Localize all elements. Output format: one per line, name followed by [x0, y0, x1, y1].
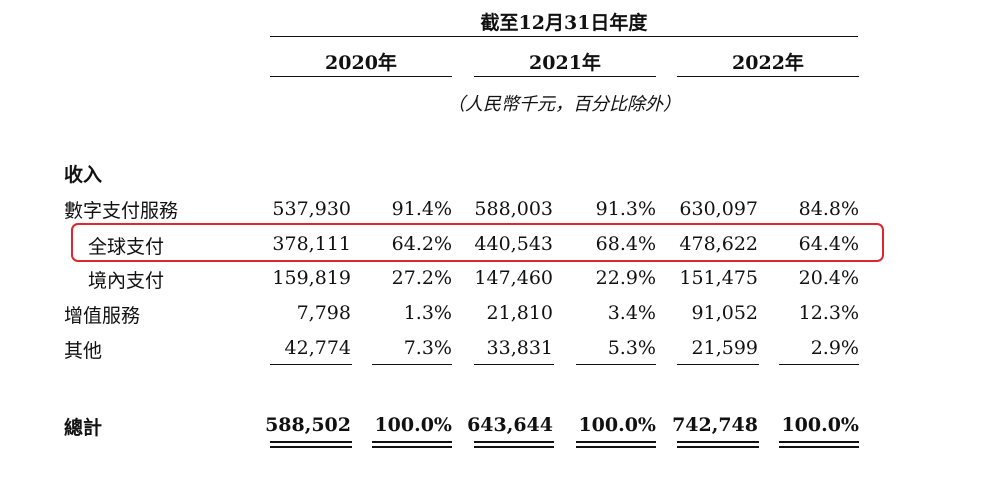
total-double-rule — [372, 446, 452, 448]
cell-amount-2022: 478,622 — [679, 233, 758, 255]
cell-pct-2020: 7.3% — [403, 337, 452, 359]
total-double-rule — [576, 446, 656, 448]
subtotal-rule — [779, 364, 859, 365]
row-label-domestic-payment: 境內支付 — [88, 270, 165, 292]
year-rule-2022 — [677, 76, 859, 77]
subtotal-rule — [576, 364, 656, 365]
cell-pct-2022: 12.3% — [798, 302, 859, 324]
cell-amount-2020: 42,774 — [284, 337, 351, 359]
subtotal-rule — [474, 364, 554, 365]
year-header-2022: 2022年 — [732, 52, 804, 74]
total-double-rule — [677, 441, 759, 443]
total-label: 總計 — [64, 417, 103, 439]
total-pct-2021: 100.0% — [578, 414, 656, 436]
total-pct-2022: 100.0% — [781, 414, 859, 436]
subtotal-rule — [270, 364, 352, 365]
cell-amount-2020: 7,798 — [296, 302, 351, 324]
cell-pct-2021: 91.3% — [595, 198, 656, 220]
section-title-revenue: 收入 — [64, 164, 103, 186]
total-double-rule — [474, 446, 554, 448]
cell-amount-2020: 378,111 — [272, 233, 351, 255]
year-rule-2021 — [474, 76, 656, 77]
cell-amount-2021: 21,810 — [486, 302, 553, 324]
cell-amount-2021: 147,460 — [474, 267, 553, 289]
units-note: （人民幣千元，百分比除外） — [447, 94, 681, 115]
cell-pct-2020: 27.2% — [391, 267, 452, 289]
total-amount-2021: 643,644 — [467, 414, 553, 436]
total-amount-2020: 588,502 — [265, 414, 351, 436]
total-double-rule — [474, 441, 554, 443]
row-label-value-added: 增值服務 — [64, 305, 141, 327]
cell-pct-2022: 2.9% — [810, 337, 859, 359]
cell-pct-2021: 5.3% — [607, 337, 656, 359]
year-header-2020: 2020年 — [325, 52, 397, 74]
cell-pct-2021: 68.4% — [595, 233, 656, 255]
cell-pct-2021: 3.4% — [607, 302, 656, 324]
cell-amount-2022: 21,599 — [691, 337, 758, 359]
period-title: 截至12月31日年度 — [480, 12, 648, 34]
total-amount-2022: 742,748 — [672, 414, 758, 436]
cell-pct-2022: 20.4% — [798, 267, 859, 289]
total-double-rule — [779, 446, 859, 448]
cell-amount-2022: 630,097 — [679, 198, 758, 220]
cell-amount-2021: 33,831 — [486, 337, 553, 359]
total-double-rule — [677, 446, 759, 448]
total-double-rule — [270, 446, 352, 448]
row-label-global-payment: 全球支付 — [88, 236, 165, 258]
period-title-rule — [270, 36, 858, 37]
total-double-rule — [779, 441, 859, 443]
cell-pct-2020: 1.3% — [403, 302, 452, 324]
subtotal-rule — [372, 364, 452, 365]
row-label-other: 其他 — [64, 340, 103, 362]
cell-amount-2021: 588,003 — [474, 198, 553, 220]
total-pct-2020: 100.0% — [374, 414, 452, 436]
total-double-rule — [576, 441, 656, 443]
cell-amount-2021: 440,543 — [474, 233, 553, 255]
cell-amount-2022: 151,475 — [679, 267, 758, 289]
highlight-box — [71, 223, 884, 262]
cell-amount-2020: 159,819 — [272, 267, 351, 289]
year-rule-2020 — [270, 76, 452, 77]
cell-amount-2020: 537,930 — [272, 198, 351, 220]
cell-pct-2022: 84.8% — [798, 198, 859, 220]
cell-amount-2022: 91,052 — [691, 302, 758, 324]
cell-pct-2020: 91.4% — [391, 198, 452, 220]
row-label-digital-payment: 數字支付服務 — [64, 200, 179, 222]
year-header-2021: 2021年 — [529, 52, 601, 74]
total-double-rule — [270, 441, 352, 443]
cell-pct-2022: 64.4% — [798, 233, 859, 255]
total-double-rule — [372, 441, 452, 443]
cell-pct-2020: 64.2% — [391, 233, 452, 255]
cell-pct-2021: 22.9% — [595, 267, 656, 289]
subtotal-rule — [677, 364, 759, 365]
